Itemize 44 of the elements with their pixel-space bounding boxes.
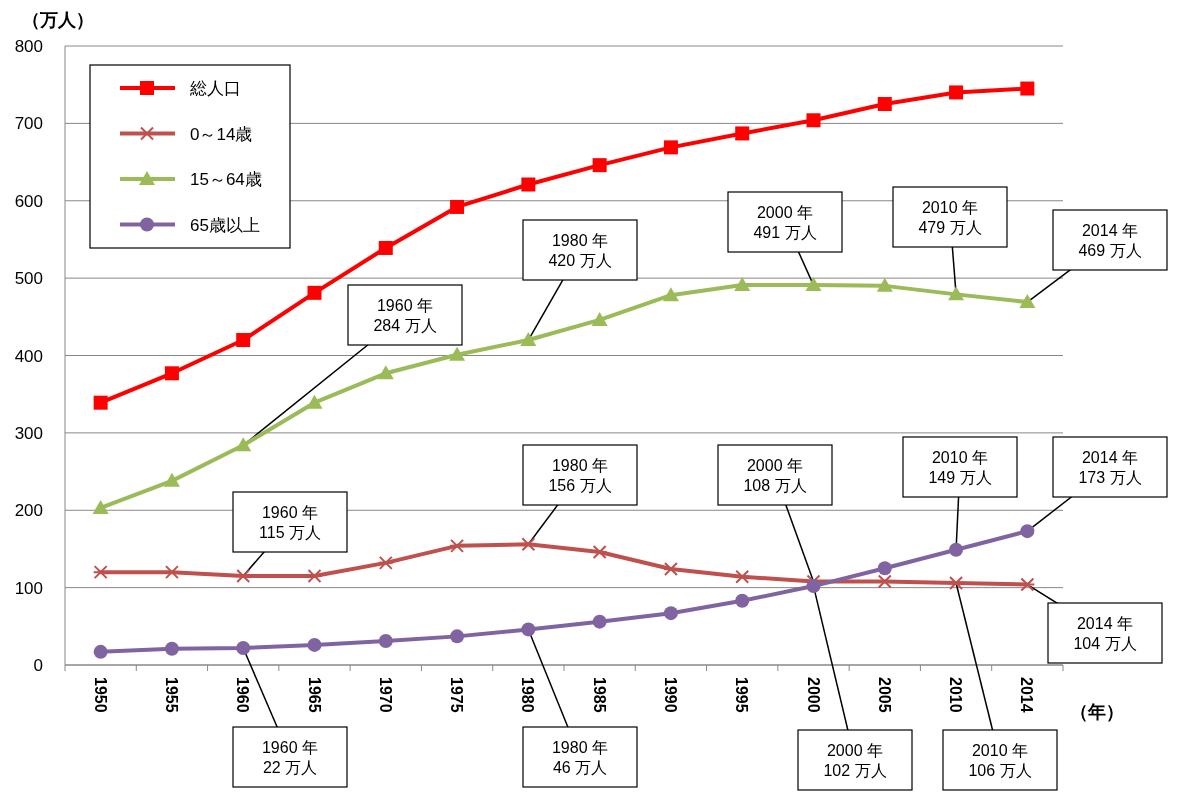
annotation: 2014 年 104 万人 [1073, 615, 1137, 652]
x-tick-label: 2000 [804, 677, 822, 713]
y-tick-label: 500 [14, 269, 43, 289]
x-tick-label: 1955 [162, 677, 180, 713]
annotation: 2000 年 108 万人 [743, 457, 807, 494]
y-tick-label: 700 [14, 114, 43, 134]
annotation: 2010 年 149 万人 [928, 449, 992, 486]
x-tick-label: 1975 [448, 677, 466, 713]
annotation: 1960 年 284 万人 [373, 297, 437, 334]
annotation: 1960 年 22 万人 [261, 739, 319, 776]
x-tick-label: 2010 [947, 677, 965, 713]
annotation: 2000 年 491 万人 [753, 204, 817, 241]
y-tick-label: 300 [14, 423, 43, 443]
x-tick-label: 1980 [519, 677, 537, 713]
legend-label: 15～64歳 [190, 170, 262, 189]
x-tick-label: 1965 [305, 677, 323, 713]
x-tick-label: 1950 [91, 677, 109, 713]
y-tick-label: 800 [14, 37, 43, 56]
x-tick-label: 2014 [1018, 677, 1036, 713]
y-tick-label: 400 [14, 346, 43, 366]
annotation: 1980 年 46 万人 [551, 739, 609, 776]
y-tick-label: 200 [14, 501, 43, 521]
x-tick-label: 1995 [733, 677, 751, 713]
annotation: 2000 年 102 万人 [823, 742, 887, 779]
legend-label: 65歳以上 [190, 215, 260, 235]
x-tick-label: 1985 [590, 677, 608, 713]
y-axis-title: （万人） [22, 10, 94, 30]
annotation: 1960 年 115 万人 [259, 504, 321, 541]
y-tick-label: 100 [14, 578, 43, 598]
x-tick-label: 1960 [234, 677, 252, 713]
x-axis-title: （年） [1070, 702, 1124, 722]
y-tick-label: 0 [33, 656, 43, 675]
x-tick-label: 1990 [661, 677, 679, 713]
annotation: 2014 年 173 万人 [1078, 449, 1142, 486]
legend-label: 0～14歳 [190, 124, 253, 144]
legend-label: 総人口 [189, 79, 241, 98]
annotation: 2010 年 479 万人 [918, 199, 982, 236]
x-tick-label: 2005 [875, 677, 893, 713]
annotation: 1980 年 156 万人 [548, 457, 612, 494]
annotation: 1980 年 420 万人 [548, 232, 612, 269]
y-tick-label: 600 [14, 191, 43, 211]
annotation: 2014 年 469 万人 [1078, 222, 1142, 259]
x-tick-label: 1970 [376, 677, 394, 713]
annotation: 2010 年 106 万人 [968, 742, 1032, 779]
